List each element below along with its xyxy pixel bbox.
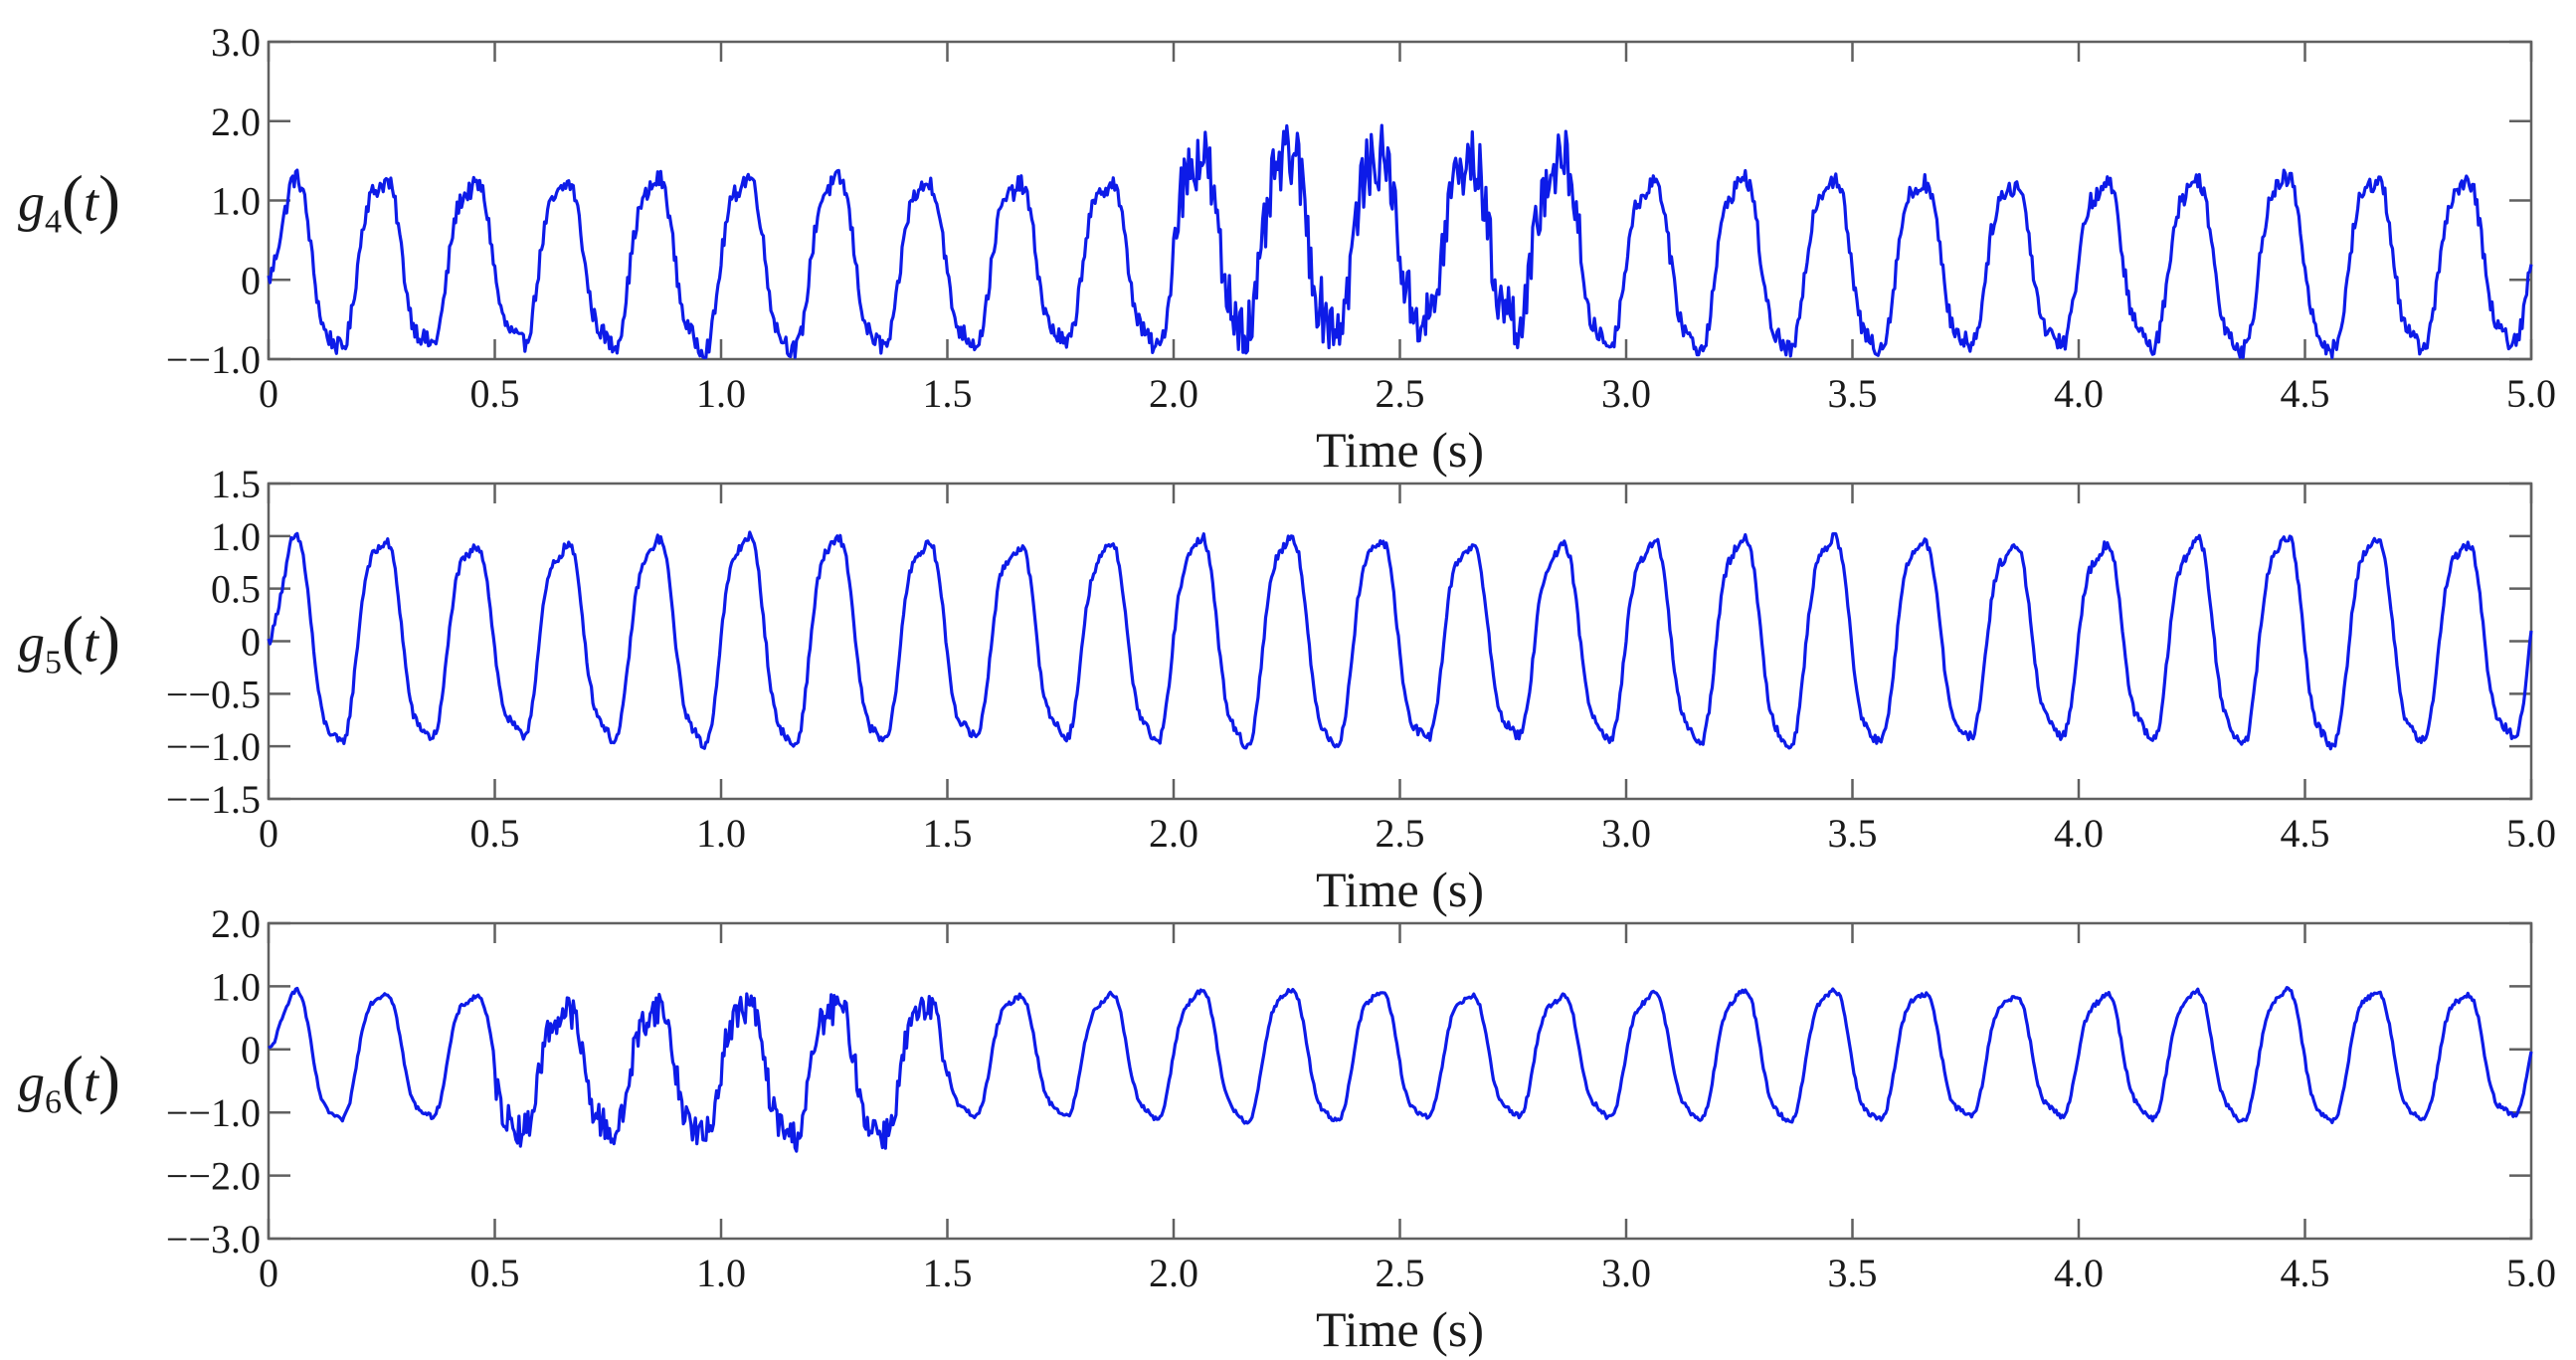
panel-3: 2.01.00−−1.0−−2.0−−3.00 0.5 1.0 1.5 2.0 2.5 3.… bbox=[18, 901, 2556, 1357]
y-tick-label: 2.0 bbox=[211, 99, 261, 144]
x-tick-label: 4.5 bbox=[2281, 1251, 2330, 1295]
x-axis-label: Time (s) bbox=[1316, 422, 1484, 478]
x-tick-label: 0 bbox=[259, 811, 278, 856]
x-tick-label: 4.5 bbox=[2281, 371, 2330, 416]
y-tick-label: 1.0 bbox=[211, 964, 261, 1009]
plot-frame bbox=[267, 40, 2533, 361]
x-tick-label: 2.5 bbox=[1376, 1251, 1425, 1295]
x-tick-label: 1.0 bbox=[696, 1251, 746, 1295]
x-tick-label: 1.5 bbox=[923, 1251, 973, 1295]
x-tick-label: 4.5 bbox=[2281, 811, 2330, 856]
x-tick-label: 3.5 bbox=[1828, 371, 1878, 416]
x-tick-label: 3.0 bbox=[1601, 371, 1651, 416]
y-tick-label: 0 bbox=[241, 1028, 261, 1072]
x-tick-label: 2.0 bbox=[1149, 811, 1198, 856]
x-tick-label: 0.5 bbox=[470, 811, 520, 856]
x-tick-label: 0.5 bbox=[470, 371, 520, 416]
x-tick-label: 3.5 bbox=[1828, 1251, 1878, 1295]
x-tick-label: 4.0 bbox=[2054, 811, 2104, 856]
y-tick-label: 0 bbox=[241, 620, 261, 665]
y-tick-label: 0.5 bbox=[211, 567, 261, 612]
x-tick-label: 3.5 bbox=[1828, 811, 1878, 856]
x-tick-label: 1.0 bbox=[696, 371, 746, 416]
x-tick-label: 0 bbox=[259, 371, 278, 416]
x-tick-label: 1.5 bbox=[923, 371, 973, 416]
y-axis-label: g4(t) bbox=[18, 163, 120, 241]
y-tick-label: −−1.0 bbox=[166, 337, 261, 382]
x-tick-label: 2.0 bbox=[1149, 1251, 1198, 1295]
y-tick-label: −−3.0 bbox=[166, 1217, 261, 1262]
y-tick-label: 2.0 bbox=[211, 901, 261, 946]
y-tick-label: 0 bbox=[241, 258, 261, 302]
series-line-2 bbox=[267, 530, 2533, 751]
y-tick-label: 1.5 bbox=[211, 462, 261, 506]
x-tick-label: 5.0 bbox=[2506, 1251, 2556, 1295]
x-tick-label: 4.0 bbox=[2054, 1251, 2104, 1295]
y-tick-label: −−2.0 bbox=[166, 1154, 261, 1199]
y-tick-label: 1.0 bbox=[211, 514, 261, 559]
plot-frame bbox=[267, 921, 2533, 1241]
x-tick-label: 0 bbox=[259, 1251, 278, 1295]
x-tick-label: 2.5 bbox=[1376, 811, 1425, 856]
x-tick-label: 3.0 bbox=[1601, 811, 1651, 856]
x-tick-label: 4.0 bbox=[2054, 371, 2104, 416]
y-tick-label: −−1.0 bbox=[166, 1090, 261, 1135]
x-tick-label: 5.0 bbox=[2506, 811, 2556, 856]
y-tick-label: 3.0 bbox=[211, 20, 261, 65]
x-tick-label: 2.5 bbox=[1376, 371, 1425, 416]
x-tick-label: 2.0 bbox=[1149, 371, 1198, 416]
y-tick-label: −−0.5 bbox=[166, 672, 261, 716]
y-axis-label: g5(t) bbox=[18, 604, 120, 681]
panel-2: 1.51.00.50−−0.5−−1.0−−1.50 0.5 1.0 1.5 2.0 2.… bbox=[18, 462, 2556, 917]
x-tick-label: 1.0 bbox=[696, 811, 746, 856]
x-tick-label: 3.0 bbox=[1601, 1251, 1651, 1295]
series-line-3 bbox=[268, 985, 2533, 1153]
x-tick-label: 0.5 bbox=[470, 1251, 520, 1295]
y-axis-label: g6(t) bbox=[18, 1044, 120, 1121]
x-axis-label: Time (s) bbox=[1316, 862, 1484, 917]
y-tick-label: −−1.0 bbox=[166, 724, 261, 769]
y-tick-label: 1.0 bbox=[211, 179, 261, 224]
series-line-1 bbox=[267, 123, 2533, 359]
panel-1: 3.02.01.00−−1.00 0.5 1.0 1.5 2.0 2.5 3.0 3.5 4.0… bbox=[18, 20, 2556, 478]
x-tick-label: 1.5 bbox=[923, 811, 973, 856]
x-tick-label: 5.0 bbox=[2506, 371, 2556, 416]
y-tick-label: −−1.5 bbox=[166, 777, 261, 822]
x-axis-label: Time (s) bbox=[1316, 1301, 1484, 1357]
